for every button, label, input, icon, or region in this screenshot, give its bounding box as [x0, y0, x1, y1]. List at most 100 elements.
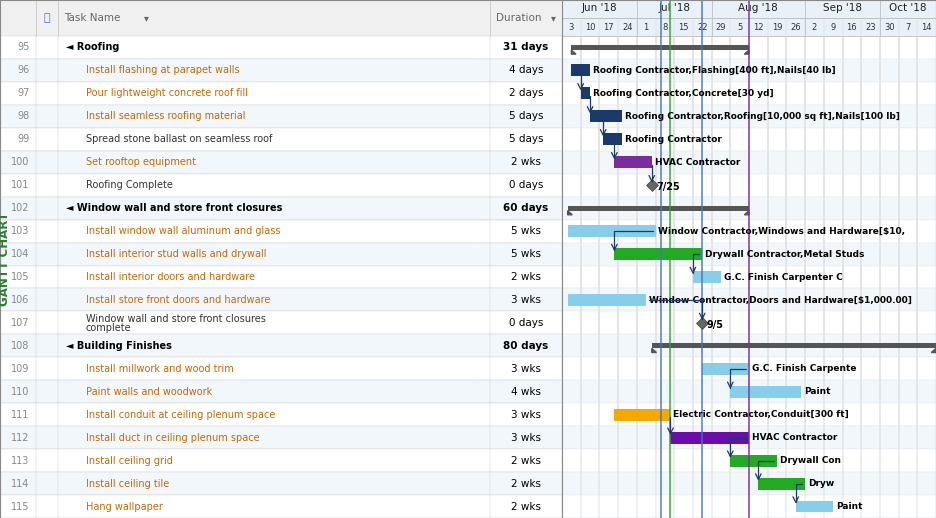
Text: Install duct in ceiling plenum space: Install duct in ceiling plenum space — [86, 433, 259, 443]
Bar — [562, 266, 936, 289]
Text: 3: 3 — [569, 22, 574, 32]
Text: Sep '18: Sep '18 — [823, 3, 862, 13]
Bar — [562, 242, 936, 266]
Text: Hang wallpaper: Hang wallpaper — [86, 501, 163, 511]
Bar — [562, 220, 936, 242]
Text: G.C. Finish Carpente: G.C. Finish Carpente — [752, 364, 856, 373]
Text: 2 wks: 2 wks — [511, 479, 541, 488]
Text: 23: 23 — [865, 22, 876, 32]
Text: G.C. Finish Carpenter C: G.C. Finish Carpenter C — [724, 272, 842, 281]
Text: Paint: Paint — [804, 387, 830, 396]
Bar — [562, 403, 936, 426]
Text: 110: 110 — [11, 387, 30, 397]
Text: Drywall Con: Drywall Con — [780, 456, 841, 465]
Text: Jul '18: Jul '18 — [658, 3, 690, 13]
Text: 105: 105 — [11, 272, 30, 282]
Bar — [0, 0, 562, 36]
Text: 2 wks: 2 wks — [511, 272, 541, 282]
Bar — [590, 110, 622, 122]
Bar — [0, 266, 562, 289]
Text: 30: 30 — [884, 22, 895, 32]
Text: 5 days: 5 days — [509, 111, 543, 121]
Text: Install store front doors and hardware: Install store front doors and hardware — [86, 295, 271, 305]
Text: Electric Contractor,Conduit[300 ft]: Electric Contractor,Conduit[300 ft] — [673, 410, 849, 419]
Bar — [730, 386, 801, 398]
Bar — [0, 472, 562, 495]
Text: 8: 8 — [662, 22, 667, 32]
Text: Paint walls and woodwork: Paint walls and woodwork — [86, 387, 212, 397]
Text: Install interior stud walls and drywall: Install interior stud walls and drywall — [86, 249, 267, 259]
Text: 2 days: 2 days — [509, 89, 543, 98]
Text: 1: 1 — [644, 22, 649, 32]
Text: Window wall and store front closures: Window wall and store front closures — [86, 314, 266, 324]
Bar — [562, 128, 936, 151]
Text: 104: 104 — [11, 249, 30, 259]
Bar — [571, 64, 590, 76]
Bar — [796, 500, 833, 512]
Text: 109: 109 — [11, 364, 30, 374]
Bar — [670, 431, 749, 443]
Text: Install flashing at parapet walls: Install flashing at parapet walls — [86, 65, 240, 76]
Bar — [758, 478, 805, 490]
Text: 3 wks: 3 wks — [511, 364, 541, 374]
Text: Roofing Contractor,Concrete[30 yd]: Roofing Contractor,Concrete[30 yd] — [592, 89, 773, 98]
Bar — [0, 220, 562, 242]
Text: 100: 100 — [11, 157, 30, 167]
Text: Roofing Contractor,Flashing[400 ft],Nails[40 lb]: Roofing Contractor,Flashing[400 ft],Nail… — [592, 66, 836, 75]
Bar — [562, 449, 936, 472]
Bar — [0, 311, 562, 335]
Text: Install ceiling tile: Install ceiling tile — [86, 479, 169, 488]
Text: Jun '18: Jun '18 — [581, 3, 617, 13]
Text: 103: 103 — [11, 226, 30, 236]
Text: 97: 97 — [17, 89, 30, 98]
Bar — [562, 357, 936, 380]
Text: Oct '18: Oct '18 — [889, 3, 927, 13]
Polygon shape — [571, 50, 576, 54]
Text: 5: 5 — [737, 22, 742, 32]
Text: 31 days: 31 days — [504, 42, 548, 52]
Bar — [0, 197, 562, 220]
Text: Aug '18: Aug '18 — [739, 3, 778, 13]
Bar — [567, 294, 646, 306]
Text: Roofing Complete: Roofing Complete — [86, 180, 173, 190]
Bar — [562, 289, 936, 311]
Text: 102: 102 — [11, 203, 30, 213]
Text: Install seamless roofing material: Install seamless roofing material — [86, 111, 245, 121]
Bar — [0, 426, 562, 449]
Text: 26: 26 — [790, 22, 801, 32]
Text: 80 days: 80 days — [504, 341, 548, 351]
Text: HVAC Contractor: HVAC Contractor — [752, 433, 837, 442]
Text: complete: complete — [86, 323, 132, 333]
Text: 60 days: 60 days — [504, 203, 548, 213]
Text: 96: 96 — [17, 65, 30, 76]
Text: ⓘ: ⓘ — [44, 13, 51, 23]
Text: 106: 106 — [11, 295, 30, 305]
Text: Window Contractor,Doors and Hardware[$1,000.00]: Window Contractor,Doors and Hardware[$1,… — [649, 295, 912, 305]
Text: 95: 95 — [17, 42, 30, 52]
Bar — [562, 311, 936, 335]
Text: 29: 29 — [716, 22, 726, 32]
Bar — [562, 197, 936, 220]
Text: 9: 9 — [830, 22, 836, 32]
Text: 98: 98 — [17, 111, 30, 121]
Text: Roofing Contractor: Roofing Contractor — [624, 135, 722, 144]
Bar — [562, 151, 936, 174]
Text: ◄ Window wall and store front closures: ◄ Window wall and store front closures — [66, 203, 283, 213]
Text: 114: 114 — [11, 479, 30, 488]
Text: 115: 115 — [11, 501, 30, 511]
Bar — [0, 495, 562, 518]
Text: ◄ Roofing: ◄ Roofing — [66, 42, 120, 52]
Text: 4 wks: 4 wks — [511, 387, 541, 397]
Text: GANTT CHART: GANTT CHART — [0, 212, 11, 306]
Bar — [567, 225, 655, 237]
Text: 3 wks: 3 wks — [511, 433, 541, 443]
Bar — [651, 343, 936, 349]
Bar — [730, 455, 777, 467]
Text: Install conduit at ceiling plenum space: Install conduit at ceiling plenum space — [86, 410, 275, 420]
Bar — [562, 380, 936, 403]
Bar — [580, 88, 590, 99]
Text: ◄ Building Finishes: ◄ Building Finishes — [66, 341, 172, 351]
Bar — [0, 289, 562, 311]
Text: 14: 14 — [921, 22, 932, 32]
Bar — [614, 156, 651, 168]
